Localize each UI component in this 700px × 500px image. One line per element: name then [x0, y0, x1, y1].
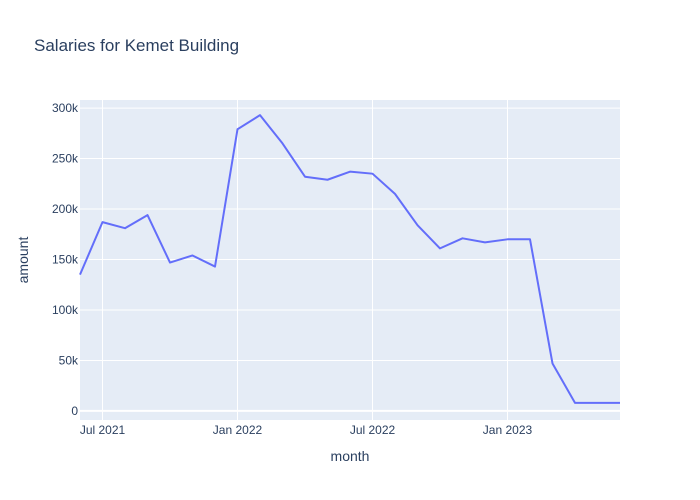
- x-tick-label: Jul 2021: [80, 423, 126, 437]
- y-tick-label: 250k: [52, 152, 79, 166]
- y-tick-label: 300k: [52, 101, 79, 115]
- y-tick-labels: 0 50k 100k 150k 200k 250k 300k: [52, 101, 79, 418]
- plot-area: [80, 100, 620, 420]
- x-tick-label: Jul 2022: [350, 423, 396, 437]
- y-axis-title: amount: [15, 237, 31, 284]
- x-tick-labels: Jul 2021 Jan 2022 Jul 2022 Jan 2023: [80, 423, 533, 437]
- y-tick-label: 100k: [52, 303, 79, 317]
- chart-title: Salaries for Kemet Building: [34, 36, 239, 55]
- y-tick-label: 50k: [59, 353, 79, 367]
- y-gridlines: [80, 107, 620, 412]
- x-tick-label: Jan 2023: [483, 423, 533, 437]
- y-tick-label: 200k: [52, 202, 79, 216]
- y-tick-label: 0: [71, 404, 78, 418]
- series-layer: [79, 114, 621, 404]
- x-gridlines: [102, 100, 508, 420]
- x-tick-label: Jan 2022: [213, 423, 263, 437]
- y-tick-label: 150k: [52, 252, 79, 266]
- x-axis-title: month: [331, 448, 370, 464]
